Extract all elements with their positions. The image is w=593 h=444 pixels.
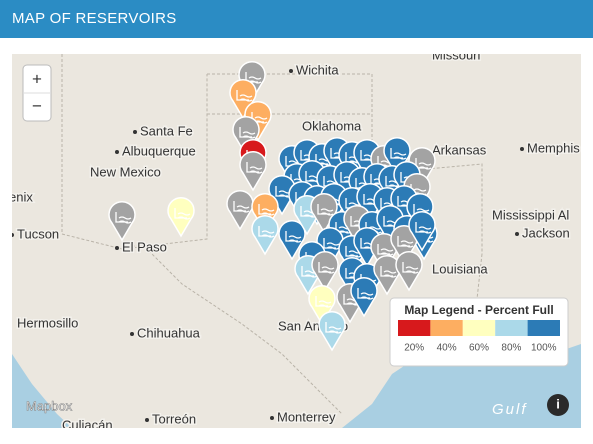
city-dot — [130, 332, 134, 336]
pin-icon — [239, 127, 256, 139]
place-label: Louisiana — [432, 261, 488, 276]
pin-icon — [115, 212, 132, 224]
pin-icon — [317, 204, 334, 216]
place-label: Arkansas — [432, 142, 487, 157]
place-label: enix — [12, 189, 33, 204]
pin-icon — [357, 288, 374, 300]
city-dot — [115, 246, 119, 250]
pin-icon — [380, 266, 397, 278]
city-dot — [520, 147, 524, 151]
pin-icon — [246, 162, 263, 174]
pin-icon — [258, 226, 275, 238]
city-dot — [515, 232, 519, 236]
info-button[interactable] — [547, 394, 569, 416]
place-label: Santa Fe — [140, 123, 193, 138]
pin-icon — [236, 90, 253, 102]
pacific-water — [12, 354, 72, 428]
city-dot — [115, 150, 119, 154]
legend-label: 80% — [501, 343, 521, 354]
legend-swatch — [398, 320, 431, 336]
legend-swatch — [495, 320, 528, 336]
place-label: Hermosillo — [17, 315, 78, 330]
place-label: Chihuahua — [137, 325, 201, 340]
legend-label: 60% — [469, 343, 489, 354]
legend-label: 20% — [404, 343, 424, 354]
zoom-in[interactable]: + — [32, 69, 42, 88]
pin-icon — [377, 244, 394, 256]
legend-swatch — [527, 320, 560, 336]
place-label: Torreón — [152, 411, 196, 426]
header: MAP OF RESERVOIRS — [0, 0, 593, 38]
pin-icon — [325, 322, 342, 334]
place-label: Memphis — [527, 140, 580, 155]
place-label: Tucson — [17, 226, 59, 241]
city-dot — [133, 130, 137, 134]
pin-icon — [315, 296, 332, 308]
pin-icon — [233, 201, 250, 213]
place-label: Culiacán — [62, 417, 113, 428]
place-label: Monterrey — [277, 409, 336, 424]
place-label: Wichita — [296, 62, 339, 77]
pin-icon — [174, 208, 191, 220]
pin-icon — [285, 231, 302, 243]
legend-label: 40% — [437, 343, 457, 354]
legend-title: Map Legend - Percent Full — [404, 303, 553, 317]
pin-icon — [397, 236, 414, 248]
pins — [108, 60, 438, 352]
zoom-out[interactable]: − — [32, 96, 42, 115]
place-label: Albuquerque — [122, 143, 196, 158]
place-label: Jackson — [522, 225, 570, 240]
pin-icon — [415, 222, 432, 234]
header-title: MAP OF RESERVOIRS — [12, 10, 177, 27]
place-label: Oklahoma — [302, 118, 362, 133]
legend-label: 100% — [531, 343, 557, 354]
water-label: Gulf — [492, 401, 528, 418]
city-dot — [12, 233, 14, 237]
pin-icon — [402, 262, 419, 274]
info-icon: i — [556, 396, 560, 411]
pin-icon — [258, 204, 275, 216]
city-dot — [289, 69, 293, 73]
place-label: Missouri — [432, 54, 481, 62]
borders — [61, 54, 483, 415]
attribution: Mapbox — [26, 398, 73, 413]
city-dot — [270, 416, 274, 420]
place-label: El Paso — [122, 239, 167, 254]
pin-icon — [318, 262, 335, 274]
legend-swatch — [462, 320, 496, 336]
map: Missouri Wichita Oklahoma Santa Fe Albuquerq… — [12, 54, 581, 428]
legend-swatch — [430, 320, 463, 336]
place-label: Mississippi Al — [492, 207, 569, 222]
place-label: New Mexico — [90, 164, 161, 179]
pin-icon — [390, 148, 407, 160]
city-dot — [145, 418, 149, 422]
